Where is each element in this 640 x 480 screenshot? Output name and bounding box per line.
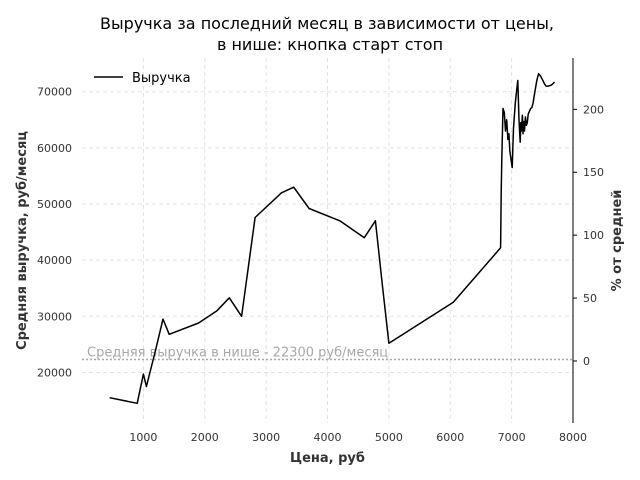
y-tick-label: 40000 bbox=[37, 254, 72, 267]
legend: Выручка bbox=[94, 71, 191, 86]
x-tick-label: 5000 bbox=[375, 431, 403, 444]
y-axis-title: Средняя выручка, руб/месяц bbox=[15, 131, 30, 350]
y2-tick-label: 100 bbox=[583, 229, 604, 242]
y2-tick-label: 150 bbox=[583, 166, 604, 179]
x-tick-label: 8000 bbox=[559, 431, 587, 444]
y-tick-label: 30000 bbox=[37, 310, 72, 323]
x-axis-title: Цена, руб bbox=[290, 451, 365, 466]
y2-axis-title: % от средней bbox=[610, 190, 625, 292]
x-tick-label: 2000 bbox=[191, 431, 219, 444]
reference-line-group: Средняя выручка в нише - 22300 руб/месяц bbox=[82, 346, 573, 361]
chart-title: Выручка за последний месяц в зависимости… bbox=[100, 14, 554, 54]
series-line bbox=[109, 72, 556, 405]
y2-tick-label: 50 bbox=[583, 292, 597, 305]
x-tick-label: 7000 bbox=[498, 431, 526, 444]
y-tick-label: 20000 bbox=[37, 366, 72, 379]
axes: 1000 2000 3000 4000 5000 6000 7000 800020000300… bbox=[37, 58, 604, 444]
reference-line-label: Средняя выручка в нише - 22300 руб/месяц bbox=[87, 346, 388, 361]
y2-tick-label: 0 bbox=[583, 355, 590, 368]
x-tick-label: 4000 bbox=[314, 431, 342, 444]
legend-label: Выручка bbox=[132, 71, 191, 86]
chart-title-line: Выручка за последний месяц в зависимости… bbox=[100, 14, 554, 33]
chart-title-line: в нише: кнопка старт стоп bbox=[217, 35, 443, 54]
y-tick-label: 50000 bbox=[37, 198, 72, 211]
y-tick-label: 60000 bbox=[37, 142, 72, 155]
y-tick-label: 70000 bbox=[37, 86, 72, 99]
x-tick-label: 3000 bbox=[252, 431, 280, 444]
series-group bbox=[109, 72, 556, 405]
x-tick-label: 1000 bbox=[129, 431, 157, 444]
x-tick-label: 6000 bbox=[436, 431, 464, 444]
y2-tick-label: 200 bbox=[583, 103, 604, 116]
grid bbox=[82, 58, 574, 423]
